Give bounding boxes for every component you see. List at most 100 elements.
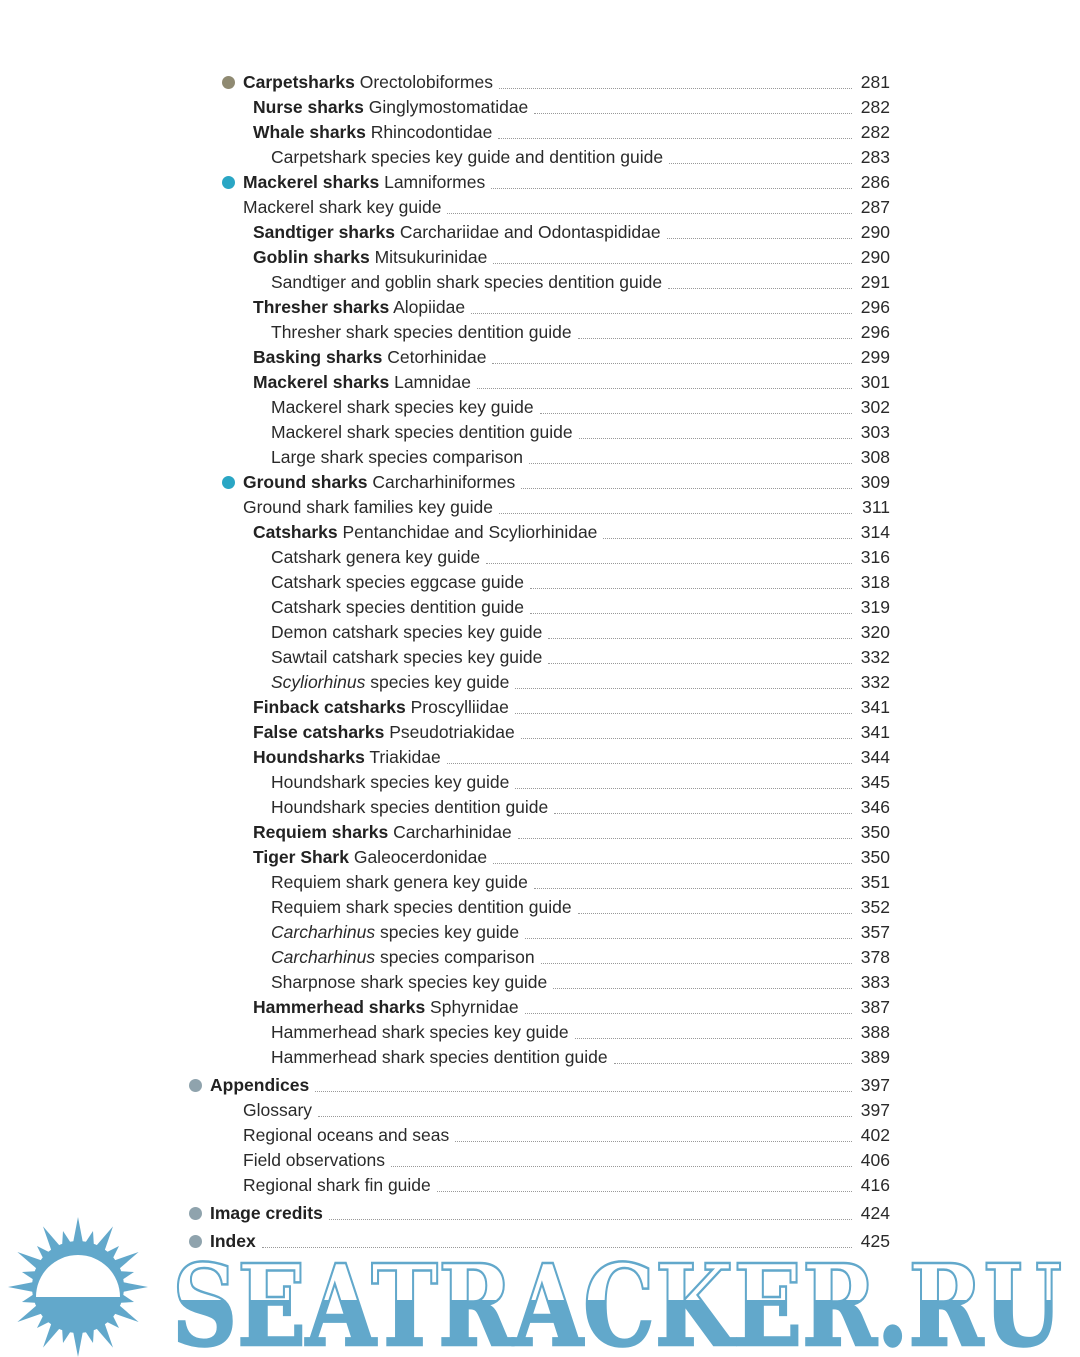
toc-entry[interactable]: Requiem shark genera key guide 351	[0, 870, 1080, 894]
page-number: 387	[860, 996, 890, 1017]
toc-entry[interactable]: Field observations 406	[0, 1148, 1080, 1172]
entry-title-text: Pseudotriakidae	[384, 721, 515, 742]
dot-leader	[613, 1062, 852, 1064]
toc-entry[interactable]: False catsharks Pseudotriakidae 341	[0, 720, 1080, 744]
toc-entry[interactable]: Hammerhead sharks Sphyrnidae 387	[0, 995, 1080, 1019]
toc-entry[interactable]: Requiem sharks Carcharhinidae 350	[0, 820, 1080, 844]
entry-title-text: Alopiidae	[389, 296, 466, 317]
dot-leader	[515, 687, 852, 689]
section-bullet-icon	[222, 75, 235, 89]
entry-title-text: Carpetshark species key guide and dentit…	[271, 146, 664, 167]
entry-title-text: Mackerel shark species dentition guide	[271, 421, 573, 442]
entry-title: Sharpnose shark species key guide	[271, 972, 547, 993]
entry-title-text: Houndshark species key guide	[271, 771, 510, 792]
toc-entry[interactable]: Regional oceans and seas 402	[0, 1123, 1080, 1147]
page-number: 397	[860, 1099, 890, 1120]
toc-entry[interactable]: Thresher shark species dentition guide 29…	[0, 320, 1080, 344]
entry-title: Catsharks Pentanchidae and Scyliorhinida…	[253, 522, 597, 543]
entry-title-text: Sawtail catshark species key guide	[271, 646, 543, 667]
toc-entry[interactable]: Ground sharks Carcharhiniformes 309	[0, 470, 1080, 494]
toc-entry[interactable]: Carpetsharks Orectolobiformes 281	[0, 70, 1080, 94]
sun-ray	[72, 1328, 84, 1357]
toc-entry[interactable]: Nurse sharks Ginglymostomatidae 282	[0, 95, 1080, 119]
entry-title-text: Mitsukurinidae	[369, 246, 488, 267]
toc-entry[interactable]: Tiger Shark Galeocerdonidae 350	[0, 845, 1080, 869]
entry-title-text: Field observations	[243, 1149, 386, 1170]
entry-title-text: Catshark genera key guide	[271, 546, 481, 567]
section-bullet-icon	[189, 1078, 202, 1092]
toc-entry[interactable]: Catsharks Pentanchidae and Scyliorhinida…	[0, 520, 1080, 544]
toc-entry[interactable]: Mackerel shark key guide 287	[0, 195, 1080, 219]
page-number: 311	[862, 496, 890, 517]
toc-entry[interactable]: Sandtiger sharks Carchariidae and Odonta…	[0, 220, 1080, 244]
entry-title-text: Regional shark fin guide	[243, 1174, 431, 1195]
dot-leader	[529, 612, 852, 614]
page-number: 357	[860, 921, 890, 942]
toc-entry[interactable]: Hammerhead shark species dentition guide…	[0, 1045, 1080, 1069]
entry-title: Regional shark fin guide	[243, 1175, 431, 1196]
entry-title-text: Ground shark families key guide	[243, 496, 493, 517]
toc-entry[interactable]: Basking sharks Cetorhinidae 299	[0, 345, 1080, 369]
entry-title-bold: Carpetsharks	[243, 71, 355, 92]
entry-title-bold: Sandtiger sharks	[253, 221, 395, 242]
entry-title-text: Hammerhead shark species key guide	[271, 1021, 569, 1042]
toc-entry[interactable]: Requiem shark species dentition guide 352	[0, 895, 1080, 919]
toc-entry[interactable]: Thresher sharks Alopiidae 296	[0, 295, 1080, 319]
toc-entry[interactable]: Catshark genera key guide 316	[0, 545, 1080, 569]
toc-entry[interactable]: Glossary 397	[0, 1098, 1080, 1122]
entry-title-text: Catshark species eggcase guide	[271, 571, 524, 592]
toc-entry[interactable]: Sandtiger and goblin shark species denti…	[0, 270, 1080, 294]
page-number: 350	[860, 821, 890, 842]
entry-title-text: Pentanchidae and Scyliorhinidae	[337, 521, 598, 542]
toc-entry[interactable]: Carcharhinus species comparison 378	[0, 945, 1080, 969]
entry-title: Carcharhinus species key guide	[271, 922, 519, 943]
toc-entry[interactable]: Carcharhinus species key guide 357	[0, 920, 1080, 944]
page-number: 299	[860, 346, 890, 367]
toc-entry[interactable]: Sawtail catshark species key guide 332	[0, 645, 1080, 669]
entry-title-text: Sphyrnidae	[425, 996, 519, 1017]
toc-entry[interactable]: Catshark species eggcase guide 318	[0, 570, 1080, 594]
toc-entry[interactable]: Large shark species comparison 308	[0, 445, 1080, 469]
entry-title-bold: Tiger Shark	[253, 846, 349, 867]
entry-title-text: species key guide	[365, 671, 510, 692]
toc-entry[interactable]: Goblin sharks Mitsukurinidae 290	[0, 245, 1080, 269]
page-number: 320	[860, 621, 890, 642]
page-number: 388	[860, 1021, 890, 1042]
entry-title-text: Houndshark species dentition guide	[271, 796, 549, 817]
toc-entry[interactable]: Carpetshark species key guide and dentit…	[0, 145, 1080, 169]
entry-title-bold: Requiem sharks	[253, 821, 389, 842]
entry-title-bold: False catsharks	[253, 721, 385, 742]
entry-title: Large shark species comparison	[271, 447, 523, 468]
toc-entry[interactable]: Image credits 424	[0, 1201, 1080, 1225]
dot-leader	[493, 262, 852, 264]
toc-entry[interactable]: Mackerel shark species key guide 302	[0, 395, 1080, 419]
dot-leader	[517, 837, 852, 839]
toc-entry[interactable]: Sharpnose shark species key guide 383	[0, 970, 1080, 994]
toc-entry[interactable]: Index 425	[0, 1229, 1080, 1253]
page-number: 318	[860, 571, 890, 592]
toc-entry[interactable]: Regional shark fin guide 416	[0, 1173, 1080, 1197]
entry-title-bold: Index	[210, 1230, 256, 1251]
toc-entry[interactable]: Whale sharks Rhincodontidae 282	[0, 120, 1080, 144]
toc-entry[interactable]: Ground shark families key guide 311	[0, 495, 1080, 519]
toc-entry[interactable]: Mackerel sharks Lamnidae 301	[0, 370, 1080, 394]
dot-leader	[498, 137, 852, 139]
toc-entry[interactable]: Scyliorhinus species key guide 332	[0, 670, 1080, 694]
toc-entry[interactable]: Finback catsharks Proscylliidae 341	[0, 695, 1080, 719]
entry-title: Mackerel shark species dentition guide	[271, 422, 573, 443]
entry-title: Houndsharks Triakidae	[253, 747, 441, 768]
dot-leader	[548, 637, 852, 639]
entry-title: Sandtiger sharks Carchariidae and Odonta…	[253, 222, 661, 243]
toc-entry[interactable]: Houndsharks Triakidae 344	[0, 745, 1080, 769]
entry-title-bold: Basking sharks	[253, 346, 383, 367]
toc-entry[interactable]: Mackerel sharks Lamniformes 286	[0, 170, 1080, 194]
toc-entry[interactable]: Mackerel shark species dentition guide 30…	[0, 420, 1080, 444]
dot-leader	[539, 412, 852, 414]
toc-entry[interactable]: Houndshark species key guide 345	[0, 770, 1080, 794]
page-number: 282	[860, 121, 890, 142]
toc-entry[interactable]: Demon catshark species key guide 320	[0, 620, 1080, 644]
toc-entry[interactable]: Appendices 397	[0, 1073, 1080, 1097]
toc-entry[interactable]: Houndshark species dentition guide 346	[0, 795, 1080, 819]
toc-entry[interactable]: Hammerhead shark species key guide 388	[0, 1020, 1080, 1044]
toc-entry[interactable]: Catshark species dentition guide 319	[0, 595, 1080, 619]
